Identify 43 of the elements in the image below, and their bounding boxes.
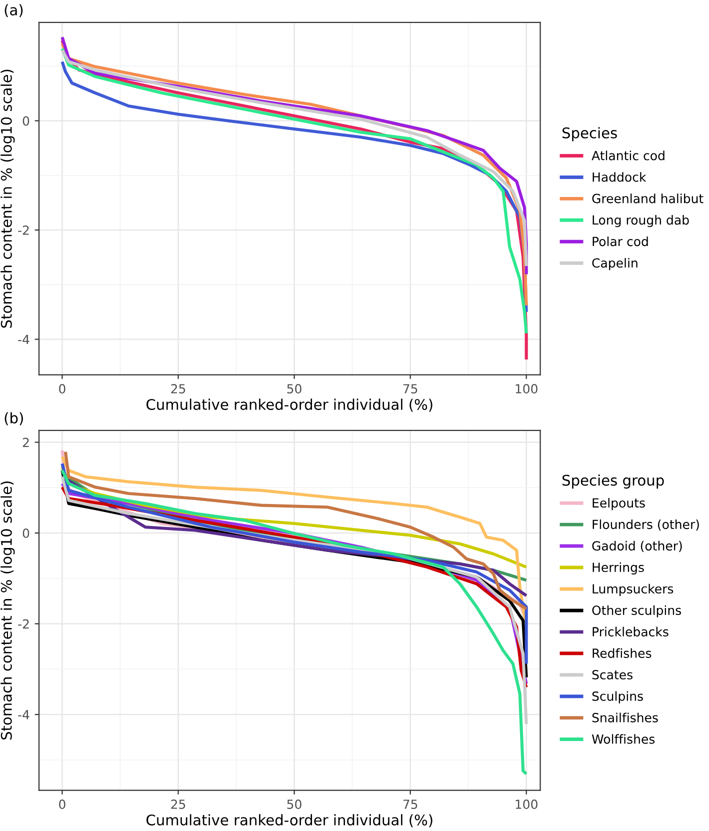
legend-label: Lumpsuckers <box>592 584 674 596</box>
y-tick-label: 2 <box>22 438 29 448</box>
legend-label: Flounders (other) <box>592 519 699 531</box>
y-axis-title: Stomach content in % (log10 scale) <box>0 70 15 328</box>
legend-label: Long rough dab <box>592 215 689 228</box>
legend-label: Herrings <box>592 562 644 574</box>
legend-label: Atlantic cod <box>592 150 664 160</box>
x-tick-label: 75 <box>403 384 418 394</box>
x-tick-label: 50 <box>287 384 302 394</box>
y-axis-title: Stomach content in % (log10 scale) <box>0 482 15 740</box>
x-tick-label: 0 <box>59 800 66 809</box>
legend-label: Eelpouts <box>592 498 645 510</box>
x-tick-label: 75 <box>403 800 418 809</box>
legend-label: Snailfishes <box>592 712 658 722</box>
legend-title: Species <box>562 127 617 142</box>
legend-label: Polar cod <box>592 236 648 246</box>
y-tick-label: 0 <box>22 528 30 538</box>
y-tick-label: -2 <box>18 225 29 235</box>
y-tick-label: -4 <box>18 334 30 344</box>
y-tick-label: 0 <box>22 116 30 126</box>
x-tick-label: 100 <box>516 800 538 809</box>
y-tick-label: -4 <box>18 710 30 720</box>
legend-label: Greenland halibut <box>592 194 704 204</box>
legend-label: Haddock <box>592 172 646 182</box>
x-tick-label: 50 <box>287 800 302 809</box>
legend-title: Species group <box>562 474 664 489</box>
text: (b) <box>4 412 23 426</box>
legend-label: Other sculpins <box>592 605 682 618</box>
x-tick-label: 0 <box>59 384 66 394</box>
x-axis-title: Cumulative ranked-order individual (%) <box>146 814 432 828</box>
x-tick-label: 25 <box>171 800 186 809</box>
text: (a) <box>4 4 23 18</box>
x-axis-title: Cumulative ranked-order individual (%) <box>146 398 432 412</box>
x-tick-label: 25 <box>171 384 186 394</box>
legend-label: Capelin <box>592 258 638 270</box>
x-tick-label: 100 <box>516 384 538 394</box>
legend-label: Sculpins <box>592 691 643 704</box>
y-tick-label: -2 <box>18 619 29 629</box>
legend-label: Scates <box>592 670 632 680</box>
legend-label: Redfishes <box>592 648 652 658</box>
legend-label: Pricklebacks <box>592 626 668 636</box>
legend-label: Gadoid (other) <box>592 540 682 552</box>
legend-label: Wolffishes <box>592 734 655 744</box>
